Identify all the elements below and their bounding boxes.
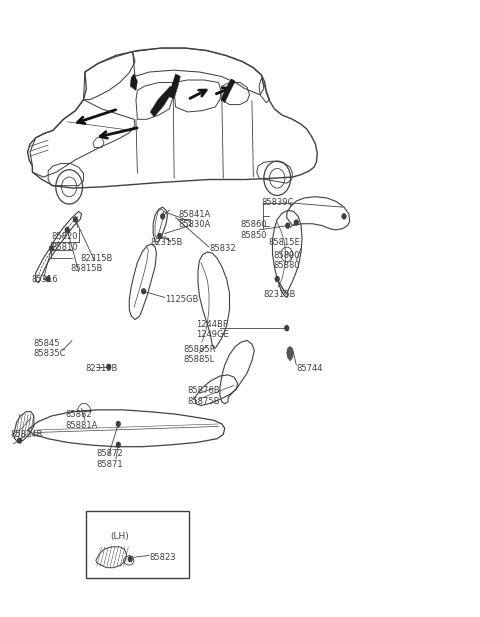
Text: 82315B: 82315B xyxy=(85,364,117,373)
Text: 85815B: 85815B xyxy=(71,264,103,273)
Text: 85885R
85885L: 85885R 85885L xyxy=(184,345,216,365)
Text: 1244BF
1249GE: 1244BF 1249GE xyxy=(196,320,229,339)
Circle shape xyxy=(49,246,53,251)
Circle shape xyxy=(276,276,279,281)
Circle shape xyxy=(107,365,111,370)
Text: 85872
85871: 85872 85871 xyxy=(97,449,123,469)
Text: (LH): (LH) xyxy=(110,532,129,542)
Circle shape xyxy=(142,289,145,294)
Text: 85890
85880: 85890 85880 xyxy=(274,251,300,270)
Circle shape xyxy=(116,421,120,426)
Polygon shape xyxy=(150,86,174,117)
Text: 85845
85835C: 85845 85835C xyxy=(34,339,66,358)
Text: 85876B
85875B: 85876B 85875B xyxy=(188,386,220,405)
Text: 85882
85881A: 85882 85881A xyxy=(66,410,98,430)
Text: 85832: 85832 xyxy=(209,244,236,253)
Polygon shape xyxy=(168,74,180,99)
Circle shape xyxy=(128,557,132,561)
Circle shape xyxy=(294,220,298,225)
Circle shape xyxy=(46,276,50,281)
Text: 85839C: 85839C xyxy=(262,198,294,207)
Circle shape xyxy=(342,214,346,219)
Text: 82315B: 82315B xyxy=(263,290,295,299)
Text: 85860
85850: 85860 85850 xyxy=(240,220,266,240)
Text: 85815E: 85815E xyxy=(269,238,300,247)
Polygon shape xyxy=(221,79,235,103)
Polygon shape xyxy=(287,347,293,361)
Text: 85823: 85823 xyxy=(149,553,176,561)
Text: 85316: 85316 xyxy=(31,275,58,284)
Text: 85841A
85830A: 85841A 85830A xyxy=(178,210,210,230)
Circle shape xyxy=(18,438,22,443)
Circle shape xyxy=(158,234,162,239)
Text: 82315B: 82315B xyxy=(150,238,183,247)
Circle shape xyxy=(286,223,289,228)
Text: 85820
85810: 85820 85810 xyxy=(51,232,78,252)
Circle shape xyxy=(73,217,77,222)
Bar xyxy=(86,511,189,578)
Polygon shape xyxy=(130,74,137,91)
Circle shape xyxy=(65,228,69,233)
Text: 85744: 85744 xyxy=(296,364,323,373)
Circle shape xyxy=(116,442,120,447)
Text: 1125GB: 1125GB xyxy=(165,295,198,304)
Circle shape xyxy=(285,326,288,331)
Text: 85824B: 85824B xyxy=(10,430,42,439)
Text: 82315B: 82315B xyxy=(80,254,112,263)
Circle shape xyxy=(161,214,165,219)
